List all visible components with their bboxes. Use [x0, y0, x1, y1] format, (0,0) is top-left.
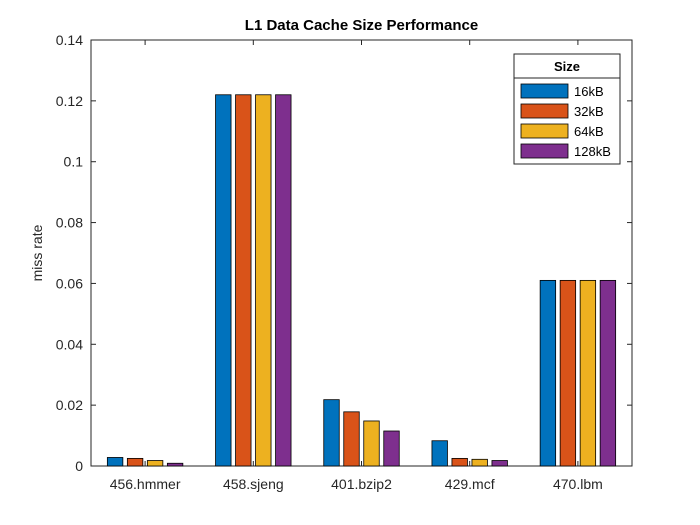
legend: Size 16kB 32kB 64kB 128kB [513, 53, 621, 165]
bar-128kB-470.lbm [599, 279, 617, 467]
legend-swatch-128kB [520, 143, 569, 159]
legend-swatch-16kB [520, 83, 569, 99]
bar-32kB-470.lbm [559, 279, 577, 467]
legend-title: Size [554, 59, 580, 74]
x-tick-label: 429.mcf [445, 476, 495, 492]
bar-128kB-401.bzip2 [383, 430, 400, 467]
bar-32kB-429.mcf [451, 457, 468, 467]
x-tick-label: 456.hmmer [110, 476, 181, 492]
bar-64kB-429.mcf [471, 458, 488, 467]
bar-32kB-458.sjeng [235, 94, 252, 467]
bar-128kB-458.sjeng [275, 94, 292, 467]
y-tick-label: 0.06 [56, 275, 83, 291]
bar-64kB-458.sjeng [255, 94, 272, 467]
bar-16kB-458.sjeng [215, 94, 232, 467]
bar-128kB-456.hmmer [166, 462, 184, 467]
bar-series-group [106, 94, 617, 467]
bar-128kB-429.mcf [491, 460, 508, 467]
y-tick-label: 0.02 [56, 397, 83, 413]
bar-16kB-429.mcf [431, 440, 448, 467]
y-tick-label: 0.08 [56, 215, 83, 231]
bar-16kB-456.hmmer [106, 457, 124, 467]
bar-64kB-470.lbm [579, 279, 597, 467]
legend-swatch-64kB [520, 123, 569, 139]
legend-entry-label: 128kB [574, 144, 611, 159]
legend-entry-label: 64kB [574, 124, 604, 139]
legend-entry-label: 16kB [574, 84, 604, 99]
legend-swatch-32kB [520, 103, 569, 119]
bar-32kB-401.bzip2 [343, 411, 360, 467]
bar-64kB-401.bzip2 [363, 420, 380, 467]
bar-16kB-401.bzip2 [323, 399, 340, 467]
x-tick-label: 458.sjeng [223, 476, 284, 492]
y-tick-label: 0.04 [56, 336, 83, 352]
y-tick-label: 0.1 [64, 154, 84, 170]
chart-title: L1 Data Cache Size Performance [245, 17, 478, 34]
y-axis-label: miss rate [29, 224, 45, 281]
bar-32kB-456.hmmer [126, 457, 144, 467]
y-tick-label: 0.14 [56, 32, 83, 48]
x-tick-label: 470.lbm [553, 476, 603, 492]
y-tick-label: 0.12 [56, 93, 83, 109]
bar-16kB-470.lbm [539, 279, 557, 467]
y-tick-label: 0 [75, 458, 83, 474]
bar-64kB-456.hmmer [146, 460, 164, 467]
x-tick-label: 401.bzip2 [331, 476, 392, 492]
axis-ticks: 0 0.02 0.04 0.06 0.08 0.1 0.12 0.14 456.hmmer 458… [56, 32, 632, 492]
legend-entry-label: 32kB [574, 104, 604, 119]
